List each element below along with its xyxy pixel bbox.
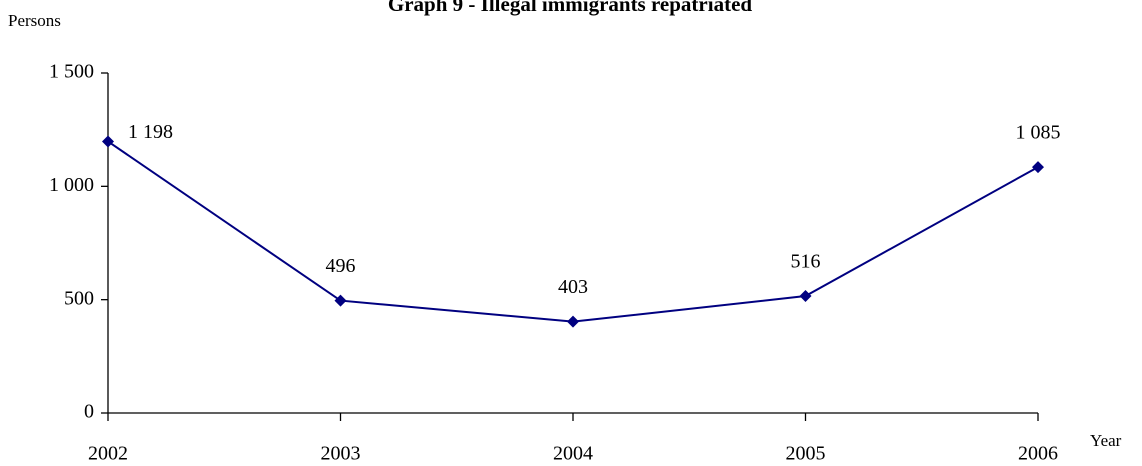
- point: [799, 290, 812, 303]
- x-axis-label: Year: [1090, 431, 1122, 450]
- point: [567, 315, 579, 328]
- x-tick-label: 2003: [321, 443, 361, 465]
- y-tick-label: 1 000: [49, 174, 94, 196]
- point: [334, 294, 347, 307]
- data-label: 1 198: [128, 121, 173, 143]
- y-tick-label: 500: [64, 287, 94, 309]
- data-label: 1 085: [1016, 122, 1061, 144]
- chart-title: Graph 9 - Illegal immigrants repatriated: [388, 0, 752, 16]
- point: [1032, 161, 1044, 174]
- data-label: 403: [558, 276, 588, 298]
- x-tick-label: 2002: [88, 443, 128, 465]
- data-label: 516: [791, 251, 821, 273]
- point: [102, 135, 114, 148]
- x-tick-label: 2006: [1018, 443, 1058, 465]
- data-label: 496: [326, 255, 356, 277]
- y-axis-label: Persons: [8, 11, 61, 30]
- y-tick-label: 0: [84, 401, 94, 423]
- x-tick-label: 2005: [786, 443, 826, 465]
- x-tick-label: 2004: [553, 443, 593, 465]
- y-tick-label: 1 500: [49, 61, 94, 83]
